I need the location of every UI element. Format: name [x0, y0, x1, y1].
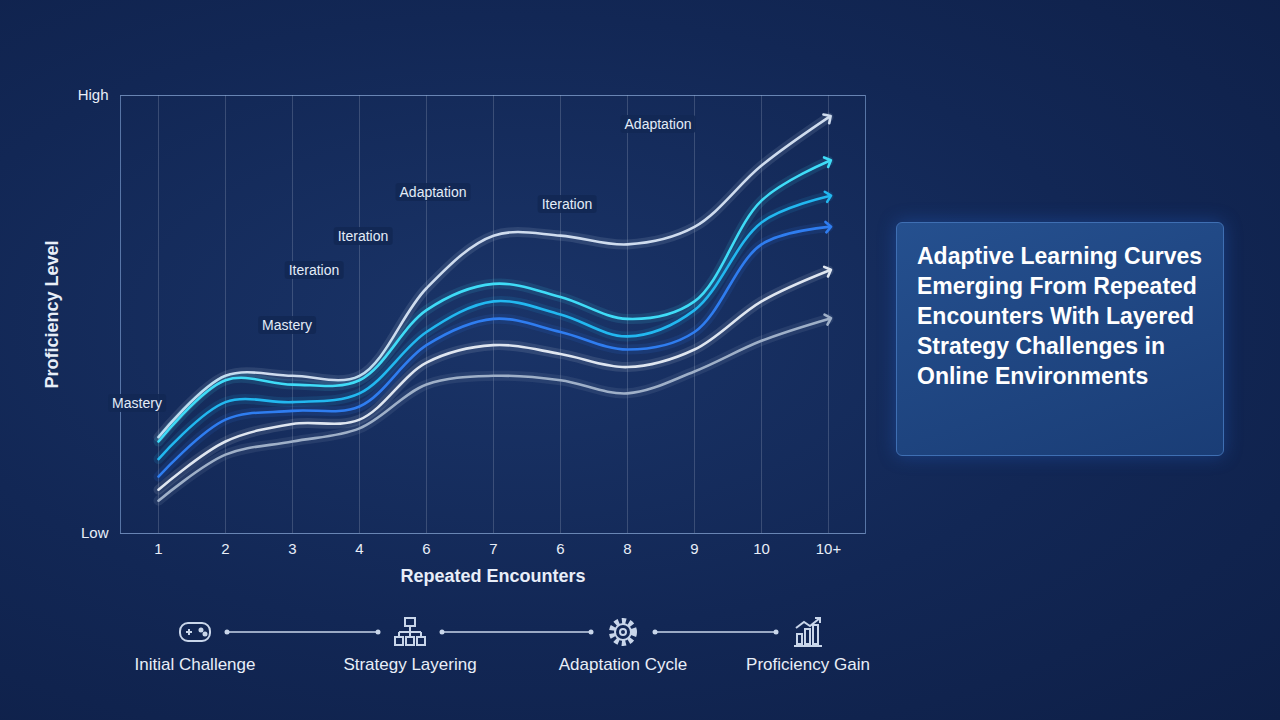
- svg-text:8: 8: [623, 540, 631, 557]
- html-text:Mastery: Mastery: [262, 317, 312, 333]
- svg-text:4: 4: [355, 540, 363, 557]
- svg-text:2: 2: [221, 540, 229, 557]
- svg-text:High: High: [78, 86, 109, 103]
- html-text:Adaptation: Adaptation: [399, 184, 467, 200]
- svg-text:1: 1: [154, 540, 162, 557]
- html-text:Proficiency Gain: Proficiency Gain: [746, 655, 870, 674]
- html-text:Initial Challenge: Initial Challenge: [134, 655, 256, 674]
- svg-text:Repeated Encounters: Repeated Encounters: [400, 566, 585, 586]
- html-text:Iteration: Iteration: [337, 228, 389, 244]
- html-text:Mastery: Mastery: [112, 395, 162, 411]
- html-text:Strategy Layering: Strategy Layering: [343, 655, 477, 674]
- html-text:Adaptation: Adaptation: [624, 116, 692, 132]
- svg-text:10+: 10+: [816, 540, 842, 557]
- html-text:Adaptation Cycle: Adaptation Cycle: [558, 655, 688, 674]
- html-text:Iteration: Iteration: [288, 262, 340, 278]
- svg-text:10: 10: [753, 540, 770, 557]
- svg-text:Low: Low: [81, 524, 109, 541]
- svg-text:7: 7: [489, 540, 497, 557]
- svg-text:9: 9: [690, 540, 698, 557]
- html-text:Adaptive Learning Curves Emerg: Adaptive Learning Curves Emerging From R…: [917, 243, 1202, 389]
- svg-text:Proficiency Level: Proficiency Level: [42, 240, 62, 388]
- html-text:Iteration: Iteration: [541, 196, 593, 212]
- svg-text:6: 6: [556, 540, 564, 557]
- svg-text:3: 3: [288, 540, 296, 557]
- svg-text:6: 6: [422, 540, 430, 557]
